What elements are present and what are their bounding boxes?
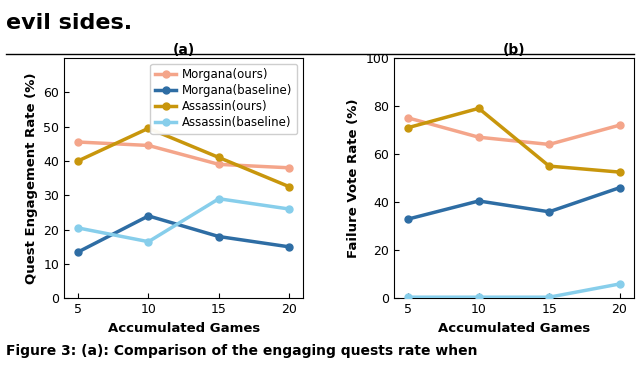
Line: Morgana(baseline): Morgana(baseline)	[75, 213, 292, 256]
X-axis label: Accumulated Games: Accumulated Games	[438, 322, 590, 335]
Morgana(baseline)	[74, 250, 82, 254]
Morgana(baseline)	[285, 245, 293, 249]
Assassin(ours)	[215, 155, 223, 160]
Assassin(baseline)	[74, 226, 82, 230]
Morgana(ours)	[404, 116, 412, 120]
Morgana(baseline)	[545, 210, 553, 214]
Assassin(ours)	[545, 164, 553, 168]
Morgana(baseline)	[404, 217, 412, 221]
Morgana(ours)	[616, 123, 623, 128]
Morgana(ours)	[74, 140, 82, 144]
Morgana(baseline)	[145, 214, 152, 218]
Text: Figure 3: (a): Comparison of the engaging quests rate when: Figure 3: (a): Comparison of the engagin…	[6, 344, 478, 358]
Line: Morgana(baseline): Morgana(baseline)	[405, 184, 623, 222]
Title: (a): (a)	[173, 43, 195, 57]
Line: Assassin(ours): Assassin(ours)	[75, 125, 292, 190]
Assassin(baseline)	[404, 295, 412, 300]
Line: Morgana(ours): Morgana(ours)	[75, 138, 292, 171]
Assassin(ours)	[74, 159, 82, 163]
Assassin(baseline)	[285, 207, 293, 211]
Y-axis label: Failure Vote Rate (%): Failure Vote Rate (%)	[347, 98, 360, 258]
Morgana(ours)	[475, 135, 483, 140]
Assassin(baseline)	[616, 282, 623, 286]
X-axis label: Accumulated Games: Accumulated Games	[108, 322, 260, 335]
Assassin(baseline)	[145, 239, 152, 244]
Legend: Morgana(ours), Morgana(baseline), Assassin(ours), Assassin(baseline): Morgana(ours), Morgana(baseline), Assass…	[150, 64, 298, 134]
Assassin(baseline)	[215, 197, 223, 201]
Assassin(ours)	[616, 170, 623, 174]
Morgana(ours)	[145, 143, 152, 148]
Assassin(ours)	[145, 126, 152, 131]
Assassin(baseline)	[475, 295, 483, 300]
Morgana(ours)	[285, 166, 293, 170]
Line: Assassin(ours): Assassin(ours)	[405, 105, 623, 176]
Line: Assassin(baseline): Assassin(baseline)	[405, 280, 623, 301]
Line: Morgana(ours): Morgana(ours)	[405, 115, 623, 148]
Text: evil sides.: evil sides.	[6, 13, 132, 33]
Y-axis label: Quest Engagement Rate (%): Quest Engagement Rate (%)	[24, 72, 38, 284]
Assassin(baseline)	[545, 295, 553, 300]
Morgana(baseline)	[215, 234, 223, 239]
Line: Assassin(baseline): Assassin(baseline)	[75, 195, 292, 245]
Assassin(ours)	[475, 106, 483, 110]
Morgana(ours)	[215, 162, 223, 167]
Morgana(baseline)	[475, 199, 483, 203]
Assassin(ours)	[285, 185, 293, 189]
Morgana(baseline)	[616, 185, 623, 190]
Assassin(ours)	[404, 125, 412, 130]
Morgana(ours)	[545, 142, 553, 147]
Title: (b): (b)	[502, 43, 525, 57]
